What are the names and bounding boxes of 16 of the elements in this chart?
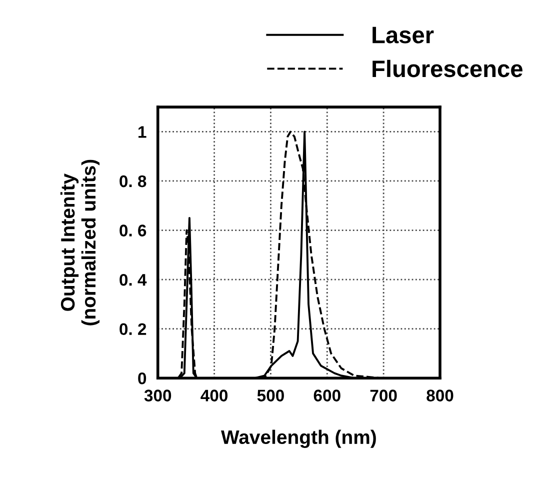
x-tick-label: 400 [200,390,228,402]
y-tick-label: 0. 8 [120,175,146,188]
x-tick-label: 300 [144,390,172,402]
x-tick-label: 600 [314,390,340,402]
legend-label: Fluorescence [372,60,522,78]
y-tick-label: 0. 6 [120,224,146,236]
y-tick-label: 0. 4 [120,274,147,286]
y-tick-label: 1 [138,126,146,138]
y-tick-label: 0 [138,372,146,384]
x-tick-label: 500 [257,390,284,402]
y-axis-title: Output Intenity (normalized units) [60,160,100,326]
x-axis-title: Wavelength (nm) [220,430,376,448]
x-tick-label: 800 [426,390,454,402]
x-tick-label: 700 [370,390,397,402]
y-tick-label: 0. 2 [120,323,146,336]
legend-label: Laser [372,26,434,44]
